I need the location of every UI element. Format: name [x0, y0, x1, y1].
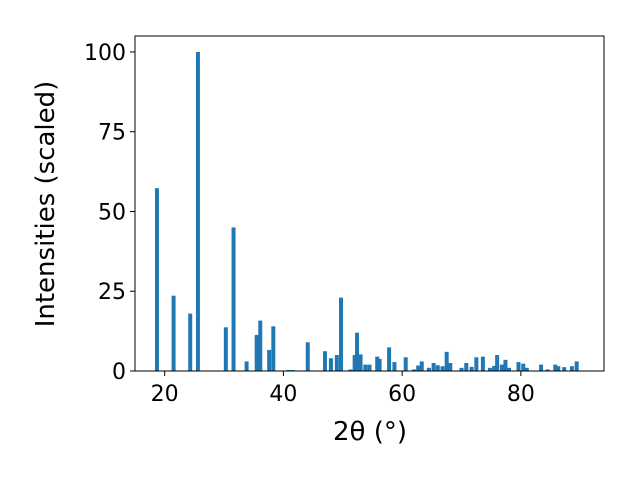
bar	[431, 363, 436, 371]
bar	[334, 355, 339, 371]
bar	[480, 356, 485, 371]
bar	[352, 355, 357, 371]
bar	[521, 363, 526, 371]
bar	[539, 364, 544, 371]
bar	[459, 367, 464, 371]
bar	[363, 364, 368, 371]
bar	[171, 295, 176, 371]
bar	[556, 366, 561, 371]
y-tick-label: 100	[84, 41, 126, 66]
bar	[358, 354, 363, 371]
bar	[492, 365, 497, 371]
bar	[524, 367, 529, 371]
bar	[322, 351, 327, 371]
bar	[188, 313, 193, 371]
bar	[426, 367, 431, 371]
bar	[154, 188, 159, 371]
bar	[553, 364, 558, 371]
y-tick-label: 25	[98, 280, 126, 305]
bar	[355, 332, 360, 371]
bar	[488, 367, 493, 371]
bar	[254, 334, 259, 371]
bar	[419, 361, 424, 371]
y-axis-label: Intensities (scaled)	[31, 81, 61, 328]
bar	[328, 358, 333, 371]
bar	[516, 362, 521, 371]
bar	[367, 364, 372, 371]
bar	[387, 347, 392, 371]
bar	[499, 364, 504, 371]
bar	[403, 357, 408, 371]
x-tick-label: 20	[151, 382, 179, 407]
bar	[195, 51, 200, 371]
x-axis-label: 2θ (°)	[333, 417, 407, 447]
bar	[271, 326, 276, 371]
bar	[444, 351, 449, 371]
x-tick-label: 40	[269, 382, 297, 407]
bar	[412, 369, 417, 371]
bar	[392, 362, 397, 371]
bar	[348, 369, 353, 371]
bar	[267, 349, 272, 371]
bar	[377, 358, 382, 371]
bar	[495, 355, 500, 371]
bar	[469, 366, 474, 371]
x-tick-label: 60	[388, 382, 416, 407]
bar	[305, 342, 310, 371]
bar	[464, 363, 469, 371]
bar	[258, 320, 263, 371]
bar	[440, 366, 445, 371]
bar	[569, 366, 574, 371]
bar	[416, 365, 421, 371]
y-tick-label: 50	[98, 200, 126, 225]
y-tick-label: 75	[98, 121, 126, 146]
bar	[503, 359, 508, 371]
bar	[574, 361, 579, 371]
bar	[507, 367, 512, 371]
bar	[562, 367, 567, 371]
y-tick-label: 0	[112, 360, 126, 385]
bar	[223, 327, 228, 371]
axes-frame	[134, 35, 605, 372]
bar	[474, 357, 479, 371]
bar	[435, 365, 440, 371]
bar	[339, 297, 344, 371]
plot-area	[154, 51, 579, 371]
bar	[545, 369, 550, 371]
x-tick-label: 80	[507, 382, 535, 407]
bar	[244, 361, 249, 371]
bar	[448, 363, 453, 371]
bar	[231, 227, 236, 371]
bar	[375, 356, 380, 371]
